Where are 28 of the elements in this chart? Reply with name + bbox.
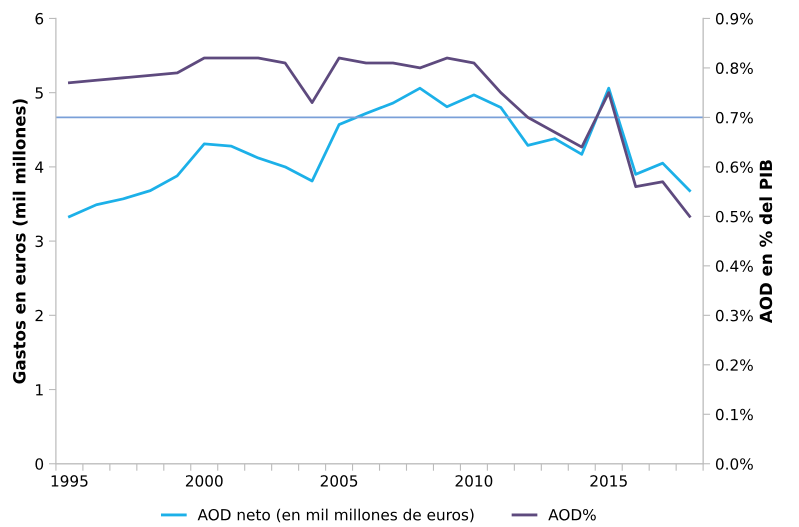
y2-tick-label: 0.1% xyxy=(716,408,753,420)
legend-label: AOD% xyxy=(548,508,596,521)
x-tick-label: 2010 xyxy=(456,475,492,487)
y-tick-label: 4 xyxy=(35,162,44,173)
y-tick-label: 5 xyxy=(36,87,43,99)
y-tick-label: 6 xyxy=(35,12,44,24)
y2-tick-label: 0.2% xyxy=(716,359,753,371)
line-series xyxy=(68,86,692,218)
y2-tick-label: 0.5% xyxy=(716,210,753,222)
x-tick-label: 2015 xyxy=(590,475,627,487)
line-series xyxy=(68,56,692,218)
y2-tick-label: 0.6% xyxy=(716,161,753,173)
legend-label: AOD neto (en mil millones de euros) xyxy=(198,508,474,522)
y-axis-title: Gastos en euros (mil millones) xyxy=(12,99,28,384)
y-tick-label: 3 xyxy=(36,236,43,248)
y2-axis-title: AOD en % del PIB xyxy=(759,160,772,324)
y2-tick-label: 0.3% xyxy=(716,310,753,322)
y2-tick-label: 0.8% xyxy=(716,62,753,74)
y2-tick-label: 0.4% xyxy=(716,260,753,272)
x-tick-label: 1995 xyxy=(52,475,88,487)
x-tick-label: 2000 xyxy=(186,475,223,487)
y-tick-label: 1 xyxy=(36,384,43,396)
y2-tick-label: 0.0% xyxy=(716,458,753,470)
y2-tick-label: 0.9% xyxy=(716,12,753,24)
y2-tick-label: 0.7% xyxy=(716,112,753,124)
y-tick-label: 2 xyxy=(36,310,43,322)
y-tick-label: 0 xyxy=(35,458,44,470)
x-tick-label: 2005 xyxy=(320,475,358,487)
